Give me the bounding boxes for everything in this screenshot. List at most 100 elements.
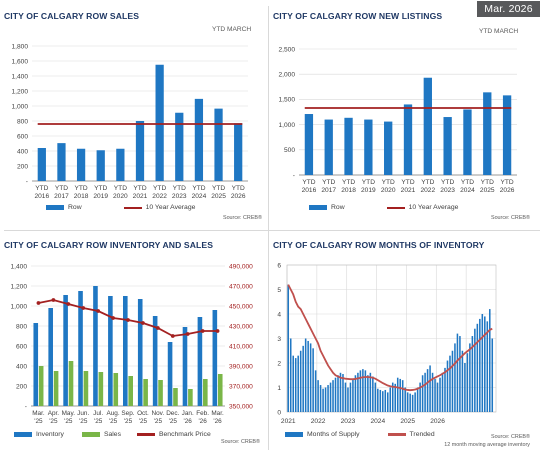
- row-sales-period: YTD MARCH: [212, 26, 252, 33]
- supply-bar: [419, 382, 421, 412]
- x-tick-label: 2023: [440, 187, 455, 194]
- row-listings-legend: Row 10 Year Average: [309, 204, 458, 211]
- sales-bar: [173, 388, 178, 406]
- supply-bar: [362, 369, 364, 412]
- row-bar: [234, 123, 243, 181]
- y-tick-label: -: [293, 172, 295, 179]
- supply-bar: [481, 314, 484, 412]
- row-bar: [364, 119, 373, 175]
- supply-bar: [424, 372, 426, 412]
- supply-bar: [329, 382, 332, 412]
- supply-bar: [297, 355, 299, 412]
- y-tick-label: 2,000: [278, 72, 295, 79]
- row-sales-title: CITY OF CALGARY ROW SALES: [4, 11, 140, 21]
- row-months-chart: 0 1 2 3 4 5 6 2021 2022 2023 2024 2025 2026: [277, 262, 497, 425]
- x-tick-label: Mar.: [32, 410, 45, 417]
- supply-bar: [352, 378, 354, 412]
- y2-tick-label: 370,000: [229, 383, 253, 390]
- legend-trended-swatch: [387, 433, 406, 436]
- supply-bar: [307, 340, 309, 412]
- supply-bar: [469, 343, 471, 412]
- sales-bar: [113, 373, 119, 406]
- supply-bar: [359, 370, 362, 412]
- x-tick-label: '26: [198, 418, 207, 425]
- inventory-bar: [48, 308, 53, 406]
- supply-bar: [354, 375, 357, 412]
- supply-bar: [322, 388, 324, 412]
- x-tick-label: 2021: [401, 187, 416, 194]
- x-tick-label: YTD: [94, 185, 107, 192]
- supply-bar: [384, 389, 387, 412]
- x-tick-label: 2022: [420, 187, 435, 194]
- supply-bar: [489, 309, 491, 412]
- y-tick-label: 200: [16, 383, 27, 390]
- y-tick-label: 200: [17, 163, 28, 170]
- x-tick-label: 2020: [381, 187, 396, 194]
- x-tick-label: YTD: [35, 185, 48, 192]
- x-tick-label: '25: [139, 418, 148, 425]
- x-tick-label: 2025: [211, 193, 226, 200]
- supply-bar: [401, 380, 404, 412]
- row-sales-source: Source: CREB®: [222, 215, 262, 221]
- supply-bar: [484, 316, 486, 412]
- supply-bar: [289, 338, 292, 412]
- x-tick-label: '25: [124, 418, 133, 425]
- y-tick-label: 1,800: [11, 43, 28, 50]
- supply-bar: [349, 382, 352, 412]
- y2-tick-label: 350,000: [229, 403, 253, 410]
- x-tick-label: '25: [79, 418, 88, 425]
- supply-bar: [334, 377, 337, 412]
- x-tick-label: 2022: [311, 418, 326, 425]
- x-tick-label: YTD: [481, 179, 494, 186]
- sales-bar: [98, 372, 104, 406]
- supply-bar: [491, 338, 494, 412]
- x-tick-label: 2024: [192, 193, 207, 200]
- y-tick-label: 5: [277, 287, 281, 294]
- y-tick-label: 2,500: [278, 46, 295, 53]
- y-tick-label: -: [25, 403, 27, 410]
- legend-sales-label: Sales: [103, 431, 121, 438]
- inventory-bar: [197, 317, 203, 406]
- legend-benchmark-swatch: [136, 433, 155, 436]
- supply-bar: [299, 350, 302, 412]
- benchmark-price-point: [185, 332, 190, 336]
- x-tick-label: YTD: [342, 179, 355, 186]
- row-inventory-panel: CITY OF CALGARY ROW INVENTORY AND SALES …: [0, 233, 268, 454]
- supply-bar: [337, 375, 339, 412]
- x-tick-label: Sep.: [121, 410, 134, 417]
- inventory-bar: [108, 296, 113, 406]
- row-sales-chart: - 200 400 600 800 1,000 1,200 1,400 1,600 1,800 YT…: [11, 43, 248, 200]
- x-tick-label: YTD: [441, 179, 454, 186]
- x-tick-label: 2020: [113, 193, 128, 200]
- row-sales-legend: Row 10 Year Average: [46, 204, 195, 211]
- supply-bar: [312, 348, 314, 412]
- row-months-legend: Months of Supply Trended: [285, 431, 435, 438]
- supply-bar: [434, 378, 436, 412]
- y-tick-label: 1,200: [10, 283, 27, 290]
- supply-bar: [474, 328, 476, 412]
- supply-bar: [409, 393, 411, 412]
- x-tick-label: YTD: [153, 185, 166, 192]
- x-tick-label: 2024: [370, 418, 385, 425]
- x-tick-label: 2019: [361, 187, 376, 194]
- supply-bar: [411, 394, 414, 412]
- inventory-bar: [33, 323, 39, 406]
- x-tick-label: YTD: [74, 185, 87, 192]
- sales-bar: [188, 389, 193, 406]
- y-tick-label: 3: [277, 336, 281, 343]
- supply-bar: [429, 365, 431, 412]
- supply-bar: [449, 355, 451, 412]
- supply-bar: [364, 370, 367, 412]
- y-tick-label: 4: [277, 311, 281, 318]
- inventory-bar: [167, 342, 173, 406]
- y-tick-label: 1,000: [278, 122, 295, 129]
- x-tick-label: YTD: [382, 179, 395, 186]
- x-tick-label: '25: [154, 418, 163, 425]
- row-bar: [324, 119, 333, 175]
- supply-bar: [461, 350, 464, 412]
- inventory-bar: [78, 291, 83, 406]
- supply-bar: [416, 387, 419, 412]
- row-bar: [76, 148, 86, 181]
- x-tick-label: YTD: [500, 179, 513, 186]
- inventory-bar: [137, 299, 143, 406]
